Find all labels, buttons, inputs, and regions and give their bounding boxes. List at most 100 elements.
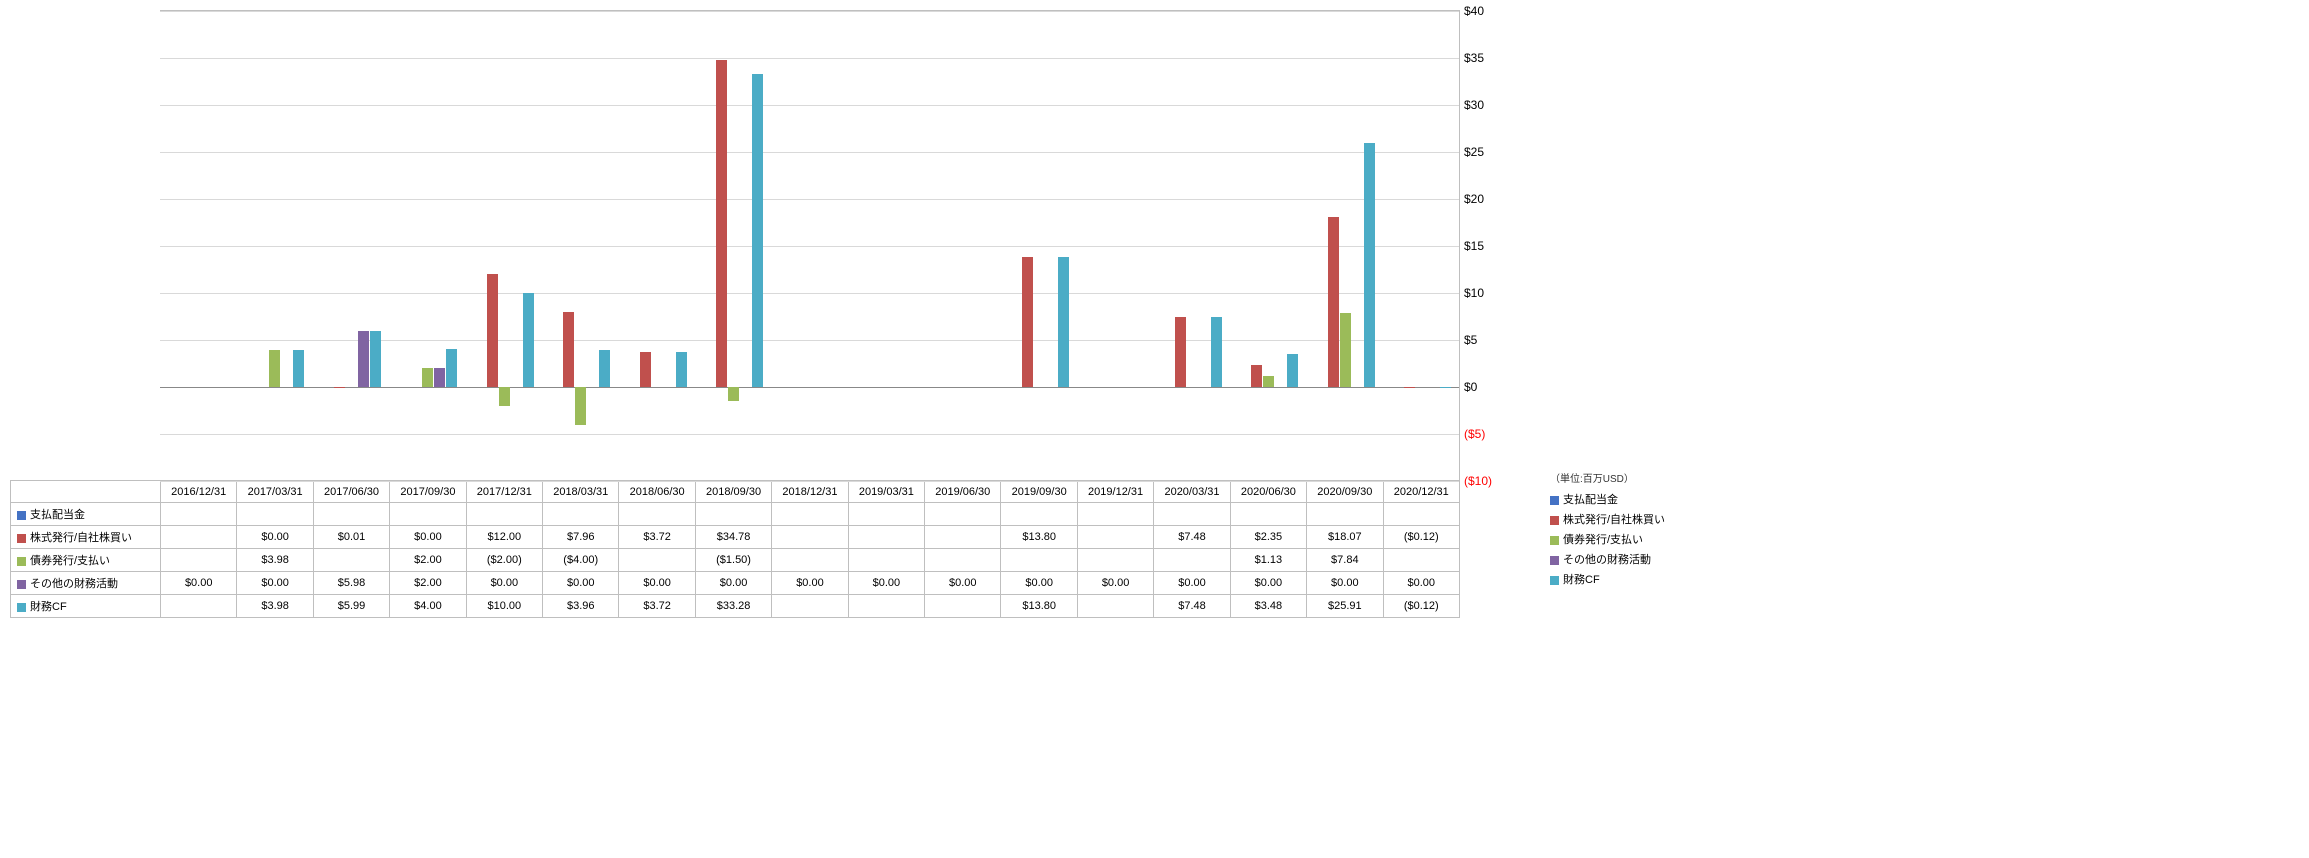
table-cell: $10.00 [466,595,542,618]
category-header: 2020/12/31 [1383,481,1460,503]
table-cell: $7.84 [1307,549,1383,572]
table-cell [925,526,1001,549]
table-cell [619,549,695,572]
category-group [1078,11,1154,480]
category-group [772,11,848,480]
chart-container: $40$35$30$25$20$15$10$5$0($5)($10) 2016/… [10,10,2299,618]
table-cell [466,503,542,526]
table-cell [161,549,237,572]
table-cell: $0.00 [1230,572,1306,595]
bar-cf [446,349,457,387]
swatch-icon [1550,556,1559,565]
category-header: 2020/03/31 [1154,481,1230,503]
y-axis: $40$35$30$25$20$15$10$5$0($5)($10) [1464,11,1509,480]
category-header: 2018/09/30 [695,481,771,503]
table-cell [1077,595,1153,618]
table-cell: $0.00 [772,572,848,595]
series-label-stock: 株式発行/自社株買い [11,526,161,549]
table-cell: ($2.00) [466,549,542,572]
category-group [1231,11,1307,480]
category-header: 2020/06/30 [1230,481,1306,503]
bar-stock [1175,317,1186,387]
bar-stock [1404,387,1415,388]
y-tick-label: $35 [1464,51,1509,65]
chart-and-table: $40$35$30$25$20$15$10$5$0($5)($10) 2016/… [10,10,1460,618]
table-cell [1154,503,1230,526]
table-cell [237,503,313,526]
legend-item-dividends: 支払配当金 [1550,491,1720,507]
legend-item-other: その他の財務活動 [1550,551,1720,567]
table-cell: $12.00 [466,526,542,549]
table-cell: $33.28 [695,595,771,618]
table-cell: $7.48 [1154,526,1230,549]
table-cell [848,595,924,618]
bar-stock [1328,217,1339,387]
y-tick-label: $25 [1464,145,1509,159]
y-tick-label: $40 [1464,4,1509,18]
table-cell [1230,503,1306,526]
table-cell [1383,549,1460,572]
category-group [542,11,618,480]
category-group [466,11,542,480]
category-header: 2018/12/31 [772,481,848,503]
gridline [160,481,1459,482]
bar-other [358,331,369,387]
y-tick-label: $15 [1464,239,1509,253]
category-header: 2020/09/30 [1307,481,1383,503]
table-cell [161,503,237,526]
bar-cf [523,293,534,387]
category-group [619,11,695,480]
table-cell [695,503,771,526]
category-group [1384,11,1460,480]
bar-cf [676,352,687,387]
table-cell: $3.98 [237,595,313,618]
category-header: 2017/06/30 [313,481,389,503]
table-row: 支払配当金 [11,503,1460,526]
table-cell: $0.00 [1383,572,1460,595]
bar-debt [728,387,739,401]
table-cell: $2.35 [1230,526,1306,549]
bar-debt [499,387,510,406]
table-cell: $0.00 [1001,572,1077,595]
category-group [160,11,236,480]
category-header: 2019/06/30 [925,481,1001,503]
table-cell [1001,503,1077,526]
bar-stock [563,312,574,387]
table-cell: $2.00 [390,572,466,595]
category-header: 2017/09/30 [390,481,466,503]
bar-cf [1287,354,1298,387]
category-group [313,11,389,480]
table-cell [1307,503,1383,526]
table-cell: $3.96 [543,595,619,618]
table-row: 株式発行/自社株買い$0.00$0.01$0.00$12.00$7.96$3.7… [11,526,1460,549]
table-cell: $0.00 [161,572,237,595]
category-header: 2019/12/31 [1077,481,1153,503]
table-cell: $0.00 [466,572,542,595]
series-label-cf: 財務CF [11,595,161,618]
table-cell [848,503,924,526]
swatch-icon [17,557,26,566]
table-cell [772,526,848,549]
swatch-icon [17,511,26,520]
series-label-debt: 債券発行/支払い [11,549,161,572]
y-tick-label: $10 [1464,286,1509,300]
bar-stock [716,60,727,387]
table-cell: $0.00 [390,526,466,549]
table-cell: $5.99 [313,595,389,618]
bar-cf [293,350,304,387]
table-cell [772,503,848,526]
table-cell [1383,503,1460,526]
legend-item-cf: 財務CF [1550,571,1720,587]
table-cell: ($1.50) [695,549,771,572]
category-group [1307,11,1383,480]
swatch-icon [1550,516,1559,525]
table-cell: $13.80 [1001,526,1077,549]
category-group [1001,11,1077,480]
bar-cf [370,331,381,387]
swatch-icon [17,534,26,543]
table-cell [1001,549,1077,572]
table-row: 財務CF$3.98$5.99$4.00$10.00$3.96$3.72$33.2… [11,595,1460,618]
swatch-icon [17,580,26,589]
plot-area: $40$35$30$25$20$15$10$5$0($5)($10) [160,10,1460,480]
table-cell: $7.96 [543,526,619,549]
